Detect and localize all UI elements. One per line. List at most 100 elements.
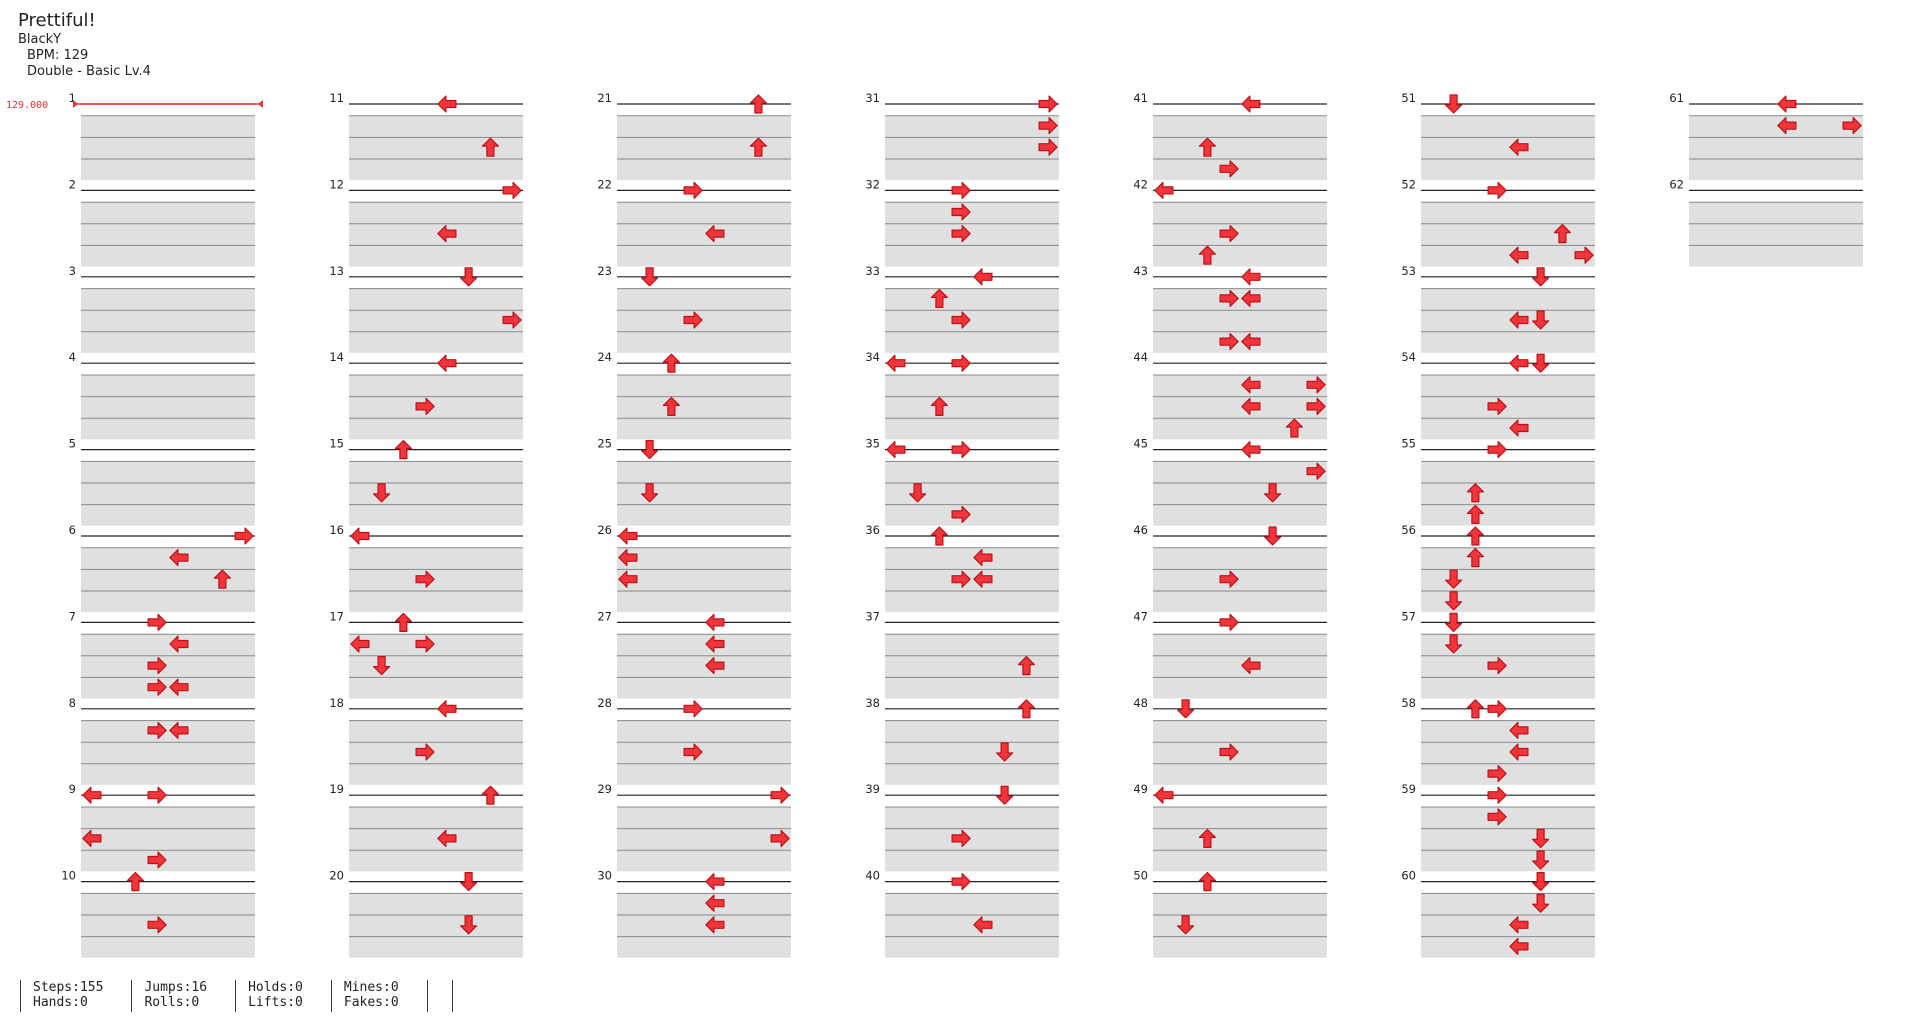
measure-number: 47 — [1133, 609, 1148, 623]
up-arrow-icon — [1017, 699, 1036, 719]
left-arrow-icon — [1241, 289, 1261, 307]
up-arrow-icon — [126, 871, 144, 892]
up-arrow-icon — [1466, 547, 1485, 568]
measure-2: 2 — [69, 177, 255, 267]
measure-number: 37 — [865, 609, 880, 623]
measure-57: 57 — [1401, 609, 1595, 699]
down-arrow-icon — [1531, 850, 1550, 870]
beat-band — [349, 742, 523, 764]
measure-22: 22 — [597, 177, 791, 267]
up-arrow-icon — [1198, 137, 1217, 157]
left-arrow-icon — [1154, 181, 1174, 199]
beat-band — [81, 742, 255, 764]
up-arrow-icon — [662, 353, 681, 373]
measure-number: 43 — [1133, 264, 1148, 278]
beat-band — [1153, 483, 1327, 505]
beat-band — [1153, 396, 1327, 418]
song-title: Prettiful! — [18, 10, 96, 31]
beat-band — [349, 591, 523, 613]
measure-number: 7 — [69, 609, 76, 623]
down-arrow-icon — [640, 483, 659, 503]
up-arrow-icon — [930, 526, 949, 546]
stat-holds: Holds:0 — [248, 980, 303, 995]
beat-band — [617, 807, 791, 829]
measure-number: 10 — [61, 869, 76, 883]
down-arrow-icon — [1444, 569, 1463, 589]
right-arrow-icon — [1487, 441, 1507, 459]
left-arrow-icon — [1509, 721, 1529, 740]
beat-band — [81, 137, 255, 159]
left-arrow-icon — [437, 829, 457, 848]
measure-number: 18 — [329, 696, 344, 710]
right-arrow-icon — [1219, 333, 1239, 351]
beat-band — [885, 569, 1059, 591]
measure-number: 58 — [1401, 696, 1416, 710]
measure-60: 60 — [1401, 869, 1595, 958]
measure-35: 35 — [865, 437, 1059, 526]
measure-5: 5 — [69, 437, 255, 526]
measure-number: 41 — [1133, 91, 1148, 105]
left-arrow-icon — [169, 721, 189, 740]
beat-band — [1153, 288, 1327, 310]
left-arrow-icon — [973, 916, 993, 934]
measure-24: 24 — [597, 350, 791, 440]
beat-band — [1153, 850, 1327, 872]
beat-band — [349, 418, 523, 440]
measure-7: 7 — [69, 609, 255, 699]
left-arrow-icon — [169, 548, 189, 567]
beat-band — [349, 288, 523, 310]
measure-number: 6 — [69, 523, 76, 537]
beat-band — [349, 396, 523, 418]
up-arrow-icon — [1466, 699, 1485, 719]
measure-34: 34 — [865, 350, 1059, 440]
measure-26: 26 — [597, 523, 791, 613]
beat-band — [1421, 850, 1595, 872]
beat-band — [1153, 915, 1327, 937]
beat-band — [1421, 828, 1595, 850]
down-arrow-icon — [995, 742, 1014, 762]
measure-number: 34 — [865, 350, 880, 364]
measure-36: 36 — [865, 523, 1059, 613]
measure-number: 38 — [865, 696, 880, 710]
beat-band — [1421, 893, 1595, 915]
right-arrow-icon — [1487, 181, 1507, 199]
left-arrow-icon — [705, 916, 725, 934]
beat-band — [349, 655, 523, 677]
stat-fakes: Fakes:0 — [343, 995, 399, 1010]
beat-band — [349, 115, 523, 137]
measure-43: 43 — [1133, 264, 1327, 353]
measure-52: 52 — [1401, 177, 1595, 267]
beat-band — [617, 223, 791, 245]
measure-number: 9 — [69, 782, 76, 796]
right-arrow-icon — [502, 311, 522, 329]
measure-62: 62 — [1669, 177, 1863, 267]
measure-9: 9 — [69, 782, 255, 872]
beat-band — [617, 720, 791, 742]
up-arrow-icon — [1285, 418, 1304, 438]
beat-band — [885, 115, 1059, 137]
right-arrow-icon — [951, 872, 971, 891]
beat-band — [81, 655, 255, 677]
right-arrow-icon — [415, 743, 435, 761]
left-arrow-icon — [1241, 333, 1261, 351]
left-arrow-icon — [437, 95, 457, 113]
down-arrow-icon — [373, 655, 391, 676]
measure-50: 50 — [1133, 869, 1327, 958]
right-arrow-icon — [1219, 743, 1239, 761]
down-arrow-icon — [460, 871, 478, 892]
beat-band — [617, 763, 791, 785]
beat-band — [1153, 936, 1327, 958]
measure-number: 27 — [597, 609, 612, 623]
right-arrow-icon — [1487, 786, 1507, 804]
measure-53: 53 — [1401, 264, 1595, 353]
left-arrow-icon — [350, 635, 370, 653]
beat-band — [1153, 763, 1327, 785]
measure-number: 53 — [1401, 264, 1416, 278]
beat-band — [885, 375, 1059, 397]
beat-band — [617, 288, 791, 310]
beat-band — [349, 569, 523, 591]
down-arrow-icon — [640, 267, 659, 287]
left-arrow-icon — [169, 635, 189, 653]
measure-number: 57 — [1401, 609, 1416, 623]
beat-band — [349, 245, 523, 267]
